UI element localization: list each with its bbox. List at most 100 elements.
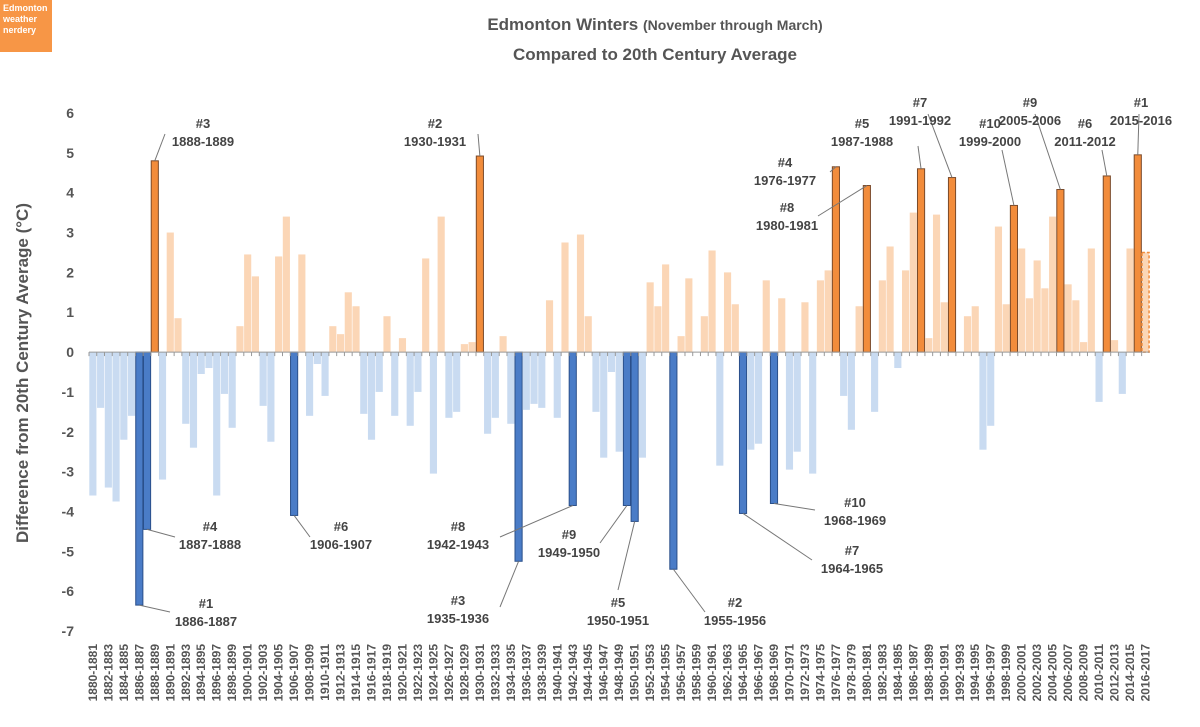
- bar: [1141, 251, 1150, 353]
- bar: [530, 352, 538, 404]
- x-tick-label: 2000-2001: [1015, 644, 1029, 702]
- bar: [747, 352, 755, 450]
- annotation-period: 1991-1992: [889, 113, 951, 128]
- bar: [406, 352, 414, 426]
- bar: [298, 254, 306, 353]
- chart-title-line: Edmonton Winters (November through March…: [487, 15, 822, 34]
- bar: [886, 246, 894, 353]
- bar: [414, 352, 422, 392]
- x-tick-label: 1994-1995: [968, 644, 982, 702]
- bar: [422, 258, 430, 353]
- bar: [731, 304, 739, 353]
- bar: [313, 352, 321, 365]
- bar: [685, 278, 693, 353]
- bar: [669, 351, 678, 570]
- bar: [329, 326, 337, 353]
- x-tick-label: 1938-1939: [535, 644, 549, 702]
- bar: [932, 214, 941, 353]
- bar: [491, 352, 499, 418]
- bar: [1072, 300, 1080, 353]
- bar: [824, 270, 832, 353]
- x-tick-label: 2010-2011: [1092, 644, 1106, 701]
- bar: [809, 352, 817, 474]
- bar: [801, 302, 809, 353]
- bar: [1064, 284, 1072, 353]
- bar: [150, 160, 159, 353]
- bar: [894, 352, 902, 369]
- annotation-rank: #7: [845, 543, 859, 558]
- bar: [561, 242, 569, 353]
- y-tick-label: -3: [62, 464, 75, 480]
- bar: [785, 352, 794, 470]
- annotation-period: 1886-1887: [175, 614, 237, 629]
- chart-subtitle: Compared to 20th Century Average: [513, 45, 797, 64]
- bar: [290, 351, 299, 516]
- leader-line: [599, 505, 628, 544]
- x-tick-label: 1972-1973: [798, 644, 812, 702]
- x-tick-label: 1960-1961: [705, 644, 719, 702]
- bar: [1033, 260, 1041, 353]
- x-tick-label: 1964-1965: [736, 644, 750, 702]
- bar: [507, 352, 515, 424]
- annotation-period: 1964-1965: [821, 561, 883, 576]
- bar: [576, 234, 585, 353]
- bar: [398, 338, 407, 353]
- bar: [840, 352, 848, 396]
- annotation-period: 1950-1951: [587, 613, 649, 628]
- x-tick-label: 1928-1929: [457, 644, 471, 702]
- y-tick-label: 5: [66, 145, 74, 161]
- x-tick-label: 1894-1895: [194, 644, 208, 702]
- bar: [128, 352, 136, 416]
- x-tick-label: 1956-1957: [674, 644, 688, 702]
- x-tick-label: 1910-1911: [318, 644, 332, 701]
- bar: [1087, 248, 1095, 353]
- bar: [592, 352, 600, 412]
- bar: [940, 302, 948, 353]
- bar: [979, 352, 987, 450]
- annotation-period: 1999-2000: [959, 134, 1021, 149]
- bar: [220, 352, 229, 394]
- badge: Edmonton weather nerdery: [0, 0, 52, 52]
- annotation-rank: #5: [611, 595, 625, 610]
- x-tick-label: 1924-1925: [426, 644, 440, 702]
- y-tick-label: 3: [66, 225, 74, 241]
- annotation-period: 2011-2012: [1054, 134, 1115, 149]
- bar: [158, 352, 167, 480]
- x-tick-label: 1992-1993: [953, 644, 967, 702]
- chart-title: Edmonton Winters: [487, 15, 638, 34]
- leader-line: [917, 145, 922, 169]
- annotation-rank: #4: [778, 155, 793, 170]
- bar: [568, 351, 577, 506]
- x-tick-label: 1880-1881: [86, 644, 100, 702]
- bar: [831, 166, 840, 353]
- bar: [708, 250, 716, 353]
- bar: [1133, 154, 1142, 353]
- bar: [925, 338, 933, 353]
- x-tick-label: 1918-1919: [380, 644, 394, 702]
- x-tick-label: 1948-1949: [612, 644, 626, 702]
- bar: [344, 292, 352, 353]
- x-tick-label: 1970-1971: [782, 644, 796, 702]
- y-tick-label: -5: [62, 543, 75, 559]
- leader-line: [1001, 149, 1015, 206]
- annotation-period: 1942-1943: [427, 537, 489, 552]
- leader-line: [773, 502, 816, 511]
- bar: [460, 344, 468, 353]
- bar: [1095, 352, 1103, 402]
- bar: [375, 352, 383, 392]
- x-tick-label: 2002-2003: [1030, 644, 1044, 702]
- bar: [228, 352, 236, 428]
- leader-line: [1137, 113, 1140, 155]
- annotation-period: 1976-1977: [754, 173, 816, 188]
- bar: [916, 168, 926, 353]
- x-tick-label: 2012-2013: [1108, 644, 1122, 702]
- bar: [545, 300, 554, 353]
- bar: [754, 352, 763, 444]
- x-tick-label: 2014-2015: [1123, 644, 1137, 702]
- leader-line: [672, 568, 706, 613]
- bar: [484, 352, 492, 434]
- bar: [174, 318, 182, 353]
- x-tick-label: 1976-1977: [829, 644, 843, 702]
- bar: [383, 316, 391, 353]
